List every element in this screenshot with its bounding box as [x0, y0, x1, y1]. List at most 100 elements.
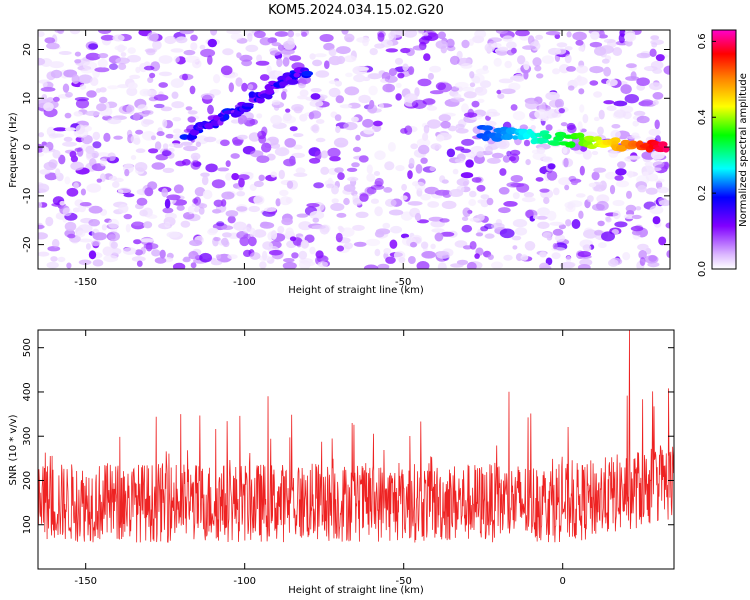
heatmap-cell	[205, 163, 218, 173]
heatmap-cell	[298, 250, 308, 260]
heatmap-cell	[328, 87, 341, 98]
heatmap-cell	[88, 43, 99, 50]
heatmap-cell	[110, 241, 118, 249]
heatmap-cell	[625, 204, 637, 213]
heatmap-cell	[520, 254, 529, 261]
heatmap-cell	[565, 219, 572, 227]
heatmap-cell	[334, 167, 344, 174]
heatmap-cell	[434, 189, 450, 196]
heatmap-cell	[421, 251, 437, 259]
heatmap-cell	[300, 239, 309, 249]
heatmap-cell	[429, 166, 436, 172]
heatmap-cell	[130, 155, 137, 160]
heatmap-cell	[85, 145, 95, 155]
heatmap-cell	[249, 252, 261, 260]
heatmap-cell	[486, 157, 501, 164]
heatmap-cell	[374, 150, 386, 160]
heatmap-cell	[636, 77, 650, 86]
heatmap-cell	[74, 97, 89, 102]
heatmap-cell	[188, 251, 199, 260]
x-tick-label: -150	[74, 576, 97, 587]
heatmap-cell	[645, 173, 659, 182]
heatmap-cell	[394, 57, 404, 65]
heatmap-cell	[597, 126, 604, 136]
heatmap-cell	[615, 168, 627, 176]
heatmap-cell	[88, 219, 100, 227]
heatmap-cell	[440, 121, 451, 129]
heatmap-cell	[401, 183, 407, 191]
heatmap-cell	[642, 171, 649, 177]
heatmap-cell	[248, 205, 260, 213]
heatmap-cell	[230, 119, 241, 124]
heatmap-cell	[472, 75, 481, 84]
heatmap-cell	[158, 82, 168, 88]
heatmap-cell	[43, 102, 54, 112]
heatmap-cell	[351, 116, 359, 123]
heatmap-cell	[343, 197, 350, 206]
heatmap-cell	[420, 241, 429, 249]
heatmap-cell	[373, 171, 381, 176]
heatmap-cell	[38, 183, 50, 193]
heatmap-cell	[66, 187, 79, 197]
heatmap-cell	[85, 243, 91, 250]
heatmap-cell	[609, 184, 616, 195]
heatmap-cell	[125, 223, 131, 233]
heatmap-cell	[183, 49, 196, 56]
heatmap-cell	[589, 80, 599, 86]
heatmap-cell	[523, 60, 530, 71]
heatmap-cell	[437, 262, 447, 269]
heatmap-cell	[355, 211, 369, 218]
heatmap-cell	[588, 182, 597, 188]
heatmap-signal-cell	[255, 96, 265, 104]
heatmap-cell	[369, 48, 378, 56]
heatmap-cell	[423, 53, 431, 61]
heatmap-cell	[310, 93, 321, 100]
heatmap-cell	[164, 221, 171, 228]
heatmap-cell	[249, 119, 258, 125]
heatmap-cell	[220, 139, 230, 147]
heatmap-cell	[534, 109, 548, 120]
heatmap-cell	[271, 99, 281, 106]
heatmap-cell	[537, 207, 550, 216]
heatmap-cell	[389, 239, 398, 249]
heatmap-cell	[545, 257, 553, 266]
heatmap-cell	[448, 125, 457, 132]
heatmap-cell	[537, 221, 550, 229]
heatmap-cell	[187, 116, 196, 123]
heatmap-cell	[146, 48, 156, 56]
heatmap-cell	[112, 34, 125, 42]
heatmap-cell	[347, 176, 359, 182]
heatmap-cell	[221, 225, 234, 230]
heatmap-cell	[221, 191, 235, 200]
heatmap-cell	[441, 200, 457, 210]
heatmap-cell	[375, 228, 391, 235]
heatmap-cell	[38, 152, 45, 157]
heatmap-cell	[345, 72, 353, 78]
heatmap-cell	[525, 100, 539, 110]
heatmap-cell	[385, 256, 396, 264]
heatmap-cell	[74, 147, 83, 152]
heatmap-cell	[461, 224, 473, 233]
heatmap-cell	[190, 160, 201, 170]
heatmap-cell	[643, 65, 658, 72]
heatmap-cell	[571, 219, 581, 229]
heatmap-cell	[127, 82, 138, 90]
heatmap-cell	[546, 170, 558, 181]
heatmap-cell	[637, 243, 649, 251]
heatmap-cell	[465, 159, 474, 168]
heatmap-cell	[241, 82, 248, 92]
heatmap-cell	[554, 98, 565, 109]
heatmap-cell	[126, 54, 141, 63]
heatmap-cell	[38, 224, 45, 229]
heatmap-cell	[552, 68, 561, 75]
heatmap-cell	[410, 143, 419, 150]
heatmap-cell	[320, 166, 330, 175]
heatmap-cell	[38, 202, 43, 208]
heatmap-cell	[97, 58, 109, 68]
heatmap-cell	[578, 88, 585, 95]
heatmap-cell	[213, 74, 221, 84]
heatmap-cell	[572, 31, 587, 41]
heatmap-cell	[491, 152, 504, 159]
heatmap-cell	[64, 176, 71, 185]
heatmap-cell	[363, 264, 379, 269]
